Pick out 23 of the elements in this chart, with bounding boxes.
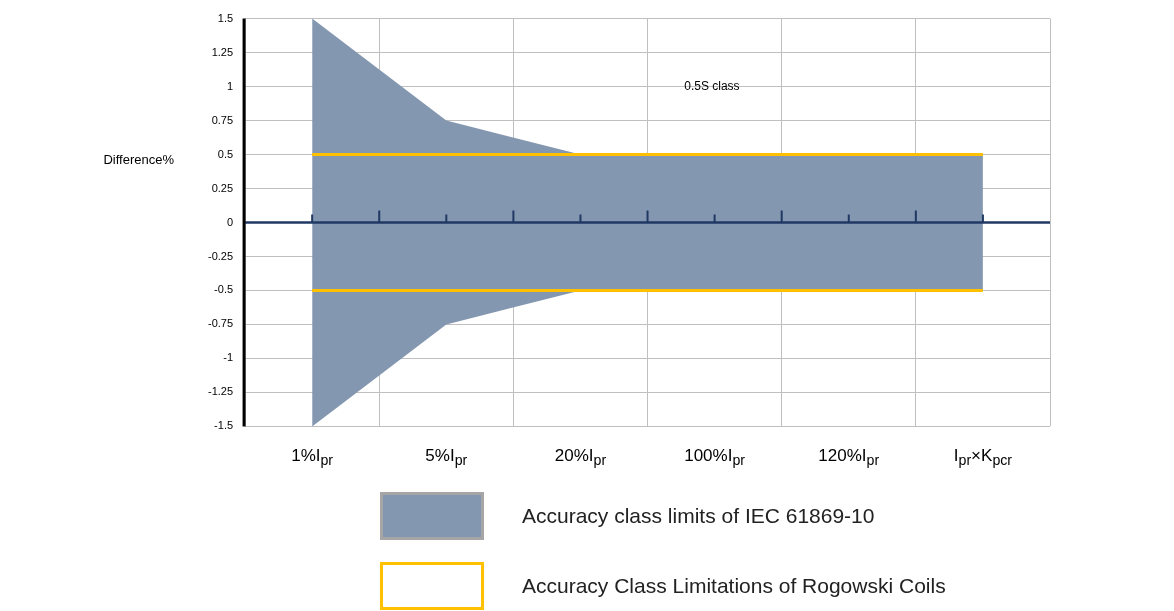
x-tick-label: 5%I$_{pr}$ [425,446,468,469]
legend-label: Accuracy Class Limitations of Rogowski Coils [522,574,946,598]
x-tick-label: 120%I$_{pr}$ [818,446,880,469]
y-tick-label: -0.5 [214,283,234,296]
legend-label: Accuracy class limits of IEC 61869-10 [522,504,875,528]
x-tick-label: 20%I$_{pr}$ [554,446,607,469]
y-tick-label: 0.75 [211,113,234,126]
x-tick-label: I$_{pr}$×K$_{pcr}$ [953,446,1013,469]
y-tick-label: 1.5 [217,11,234,24]
x-tick-label: 100%I$_{pr}$ [684,446,746,469]
y-tick-label: -0.75 [207,317,234,330]
y-tick-label: 0.5 [217,147,234,160]
y-tick-label: 0.25 [211,181,234,194]
y-tick-label: -1.25 [207,385,234,398]
annotation: 0.5S class [684,79,740,94]
y-tick-label: 1 [226,79,234,92]
y-tick-label: -0.25 [207,249,234,262]
y-tick-label: -1 [223,351,234,364]
y-tick-label: 0 [226,215,234,228]
x-tick-label: 1%I$_{pr}$ [291,446,334,469]
y-tick-label: 1.25 [211,45,234,58]
y-axis-title: Difference% [103,152,174,167]
y-tick-label: -1.5 [214,419,234,432]
